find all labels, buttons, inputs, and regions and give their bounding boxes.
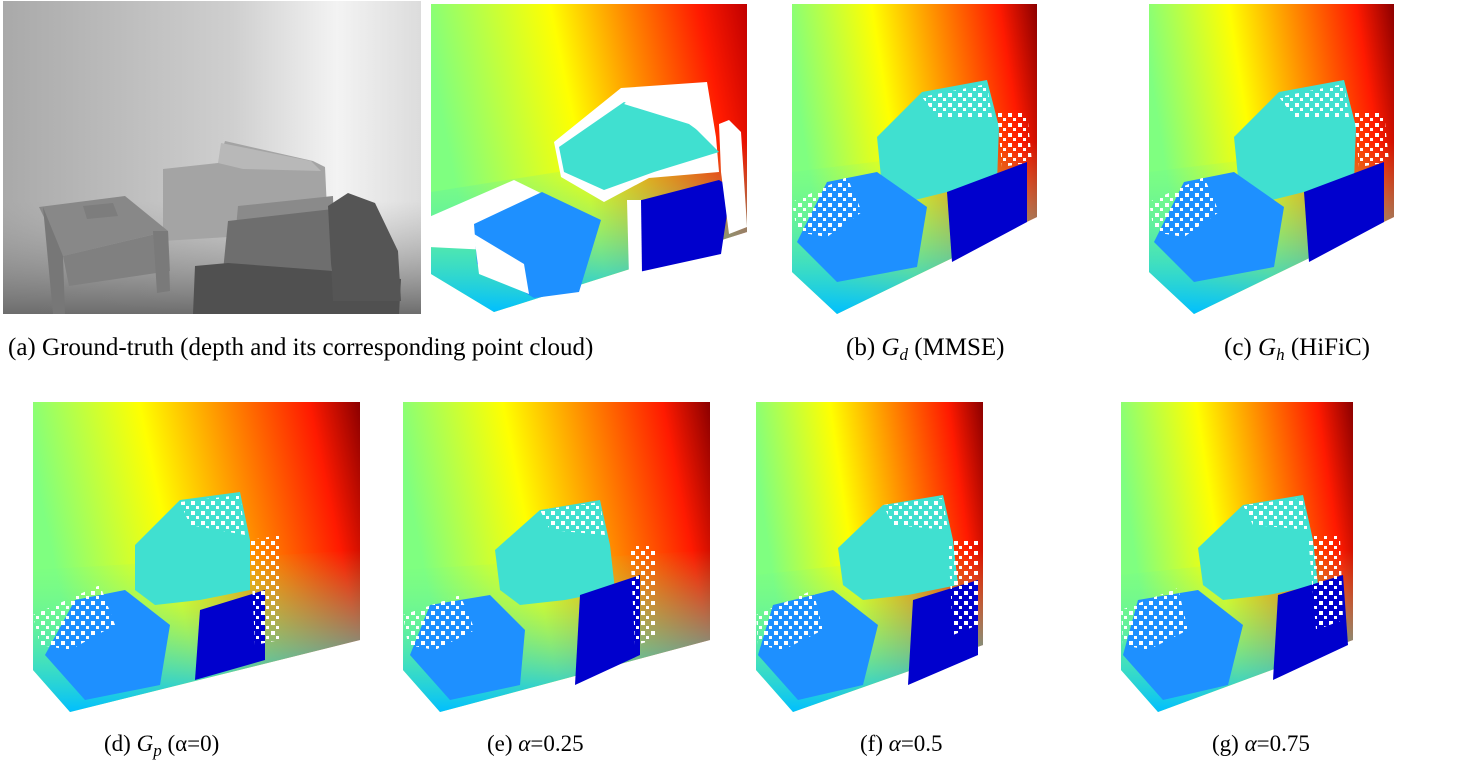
caption-e-symbol: α [518,731,531,756]
alpha-0.25-point-cloud-image [400,400,730,712]
caption-g-suffix: =0.75 [1256,731,1310,756]
caption-c-label: (c) [1224,334,1252,361]
depth-map-image [3,1,421,314]
caption-b-symbol: G [881,334,900,361]
alpha-0.5-point-cloud-image [753,400,1083,712]
caption-c-subscript: h [1276,345,1285,364]
caption-d-label: (d) [104,731,131,756]
caption-g: (g) α=0.75 [1212,729,1310,759]
caption-a-text: Ground-truth (depth and its correspondin… [42,334,594,361]
caption-f-symbol: α [888,731,901,756]
caption-d-symbol: G [136,731,154,756]
caption-b: (b) Gd (MMSE) [846,333,1005,363]
caption-d-suffix: (α=0) [167,731,220,756]
caption-a-label: (a) [8,334,36,361]
caption-g-symbol: α [1244,731,1257,756]
caption-e: (e) α=0.25 [487,729,584,759]
caption-c-symbol: G [1258,334,1277,361]
caption-f: (f) α=0.5 [860,729,943,759]
caption-f-suffix: =0.5 [900,731,943,756]
hific-point-cloud-image [1144,2,1474,314]
caption-b-subscript: d [899,345,908,364]
caption-d: (d) Gp (α=0) [104,729,219,759]
alpha-0.75-point-cloud-image [1118,400,1448,712]
caption-g-label: (g) [1212,731,1239,756]
caption-b-label: (b) [846,334,876,361]
caption-e-suffix: =0.25 [530,731,584,756]
caption-c-suffix: (HiFiC) [1290,334,1370,361]
caption-f-label: (f) [860,731,883,756]
ground-truth-point-cloud-image [429,2,751,315]
gp-alpha-0-point-cloud-image [30,400,360,712]
caption-e-label: (e) [487,731,513,756]
caption-b-suffix: (MMSE) [914,334,1005,361]
caption-d-subscript: p [153,741,162,760]
mmse-point-cloud-image [787,2,1117,314]
caption-a: (a) Ground-truth (depth and its correspo… [8,333,593,363]
caption-c: (c) Gh (HiFiC) [1224,333,1370,363]
